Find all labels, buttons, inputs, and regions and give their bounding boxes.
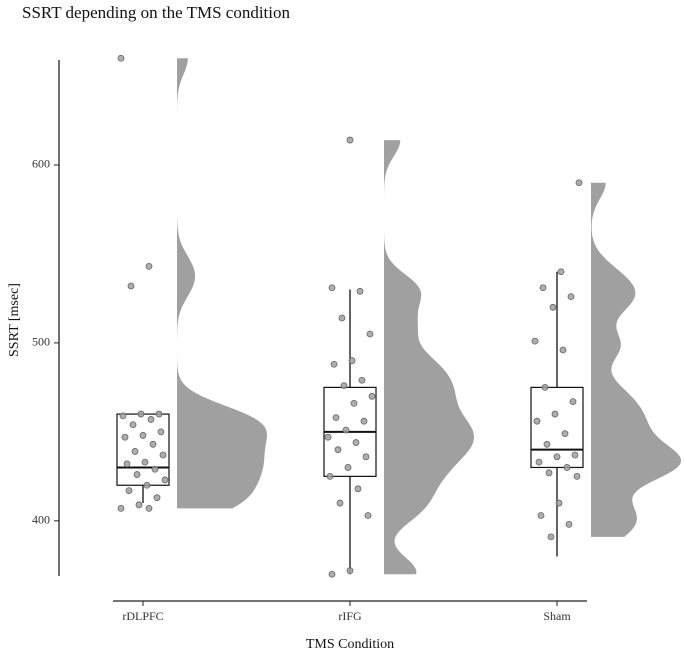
data-point (545, 469, 553, 477)
data-point (350, 400, 358, 407)
data-point (573, 472, 581, 480)
data-point (326, 472, 334, 480)
data-point (539, 284, 547, 292)
data-point (571, 451, 579, 459)
data-point (362, 453, 370, 461)
data-point (553, 453, 561, 461)
data-point (360, 417, 368, 425)
data-point (338, 314, 346, 322)
density (177, 58, 267, 509)
data-point (117, 504, 125, 512)
data-point (147, 416, 155, 423)
data-point (559, 346, 567, 354)
density (384, 140, 474, 575)
data-point (161, 476, 169, 484)
data-point (328, 284, 336, 292)
data-point (153, 494, 161, 502)
data-point (557, 268, 565, 276)
data-point (356, 287, 364, 295)
data-point (135, 501, 143, 509)
data-point (366, 330, 374, 338)
data-point (121, 433, 129, 441)
data-point (117, 54, 125, 62)
data-point (563, 464, 571, 471)
data-point (123, 460, 131, 468)
data-point (541, 383, 549, 391)
data-point (334, 446, 342, 454)
data-point (531, 337, 539, 345)
data-point (332, 414, 340, 422)
x-tick-label: rIFG (338, 609, 362, 623)
y-axis-title: SSRT [msec] (7, 283, 22, 357)
data-point (368, 392, 376, 400)
data-point (149, 440, 157, 448)
data-point (537, 512, 545, 519)
data-point (364, 512, 372, 519)
box (116, 413, 170, 486)
data-point (119, 412, 127, 420)
data-point (157, 428, 165, 436)
data-point (129, 421, 137, 429)
data-point (143, 481, 151, 489)
density (591, 182, 681, 537)
data-point (139, 432, 147, 439)
data-point (151, 465, 159, 473)
data-point (565, 521, 573, 528)
data-point (133, 471, 141, 478)
data-point (145, 262, 153, 270)
data-point (159, 451, 167, 459)
data-point (137, 410, 145, 418)
data-point (131, 448, 139, 455)
data-point (535, 458, 543, 466)
data-point (155, 410, 163, 418)
data-point (352, 439, 360, 446)
data-point (358, 376, 366, 384)
data-point (569, 398, 577, 406)
y-tick-label: 400 (32, 513, 50, 527)
data-point (549, 303, 557, 311)
data-point (551, 410, 559, 418)
data-point (145, 504, 153, 512)
data-point (330, 360, 338, 368)
data-point (533, 417, 541, 425)
data-point (127, 282, 135, 290)
data-point (567, 293, 575, 301)
x-tick-label: rDLPFC (122, 609, 163, 623)
data-point (555, 499, 563, 507)
box (530, 386, 584, 469)
data-point (354, 485, 362, 493)
data-point (346, 567, 354, 575)
data-point (344, 464, 352, 471)
data-point (328, 570, 336, 578)
data-point (561, 430, 569, 438)
y-tick-label: 600 (32, 157, 50, 171)
data-point (324, 433, 332, 441)
x-axis-title: TMS Condition (306, 637, 394, 652)
data-point (125, 487, 133, 494)
data-point (336, 499, 344, 507)
data-point (543, 440, 551, 448)
x-tick-label: Sham (543, 609, 571, 623)
chart-title: SSRT depending on the TMS condition (22, 3, 290, 22)
data-point (346, 136, 354, 144)
data-point (340, 382, 348, 390)
data-point (141, 458, 149, 466)
data-point (575, 179, 583, 187)
y-tick-label: 500 (32, 335, 50, 349)
data-point (348, 357, 356, 365)
data-point (547, 533, 555, 541)
data-point (342, 426, 350, 434)
